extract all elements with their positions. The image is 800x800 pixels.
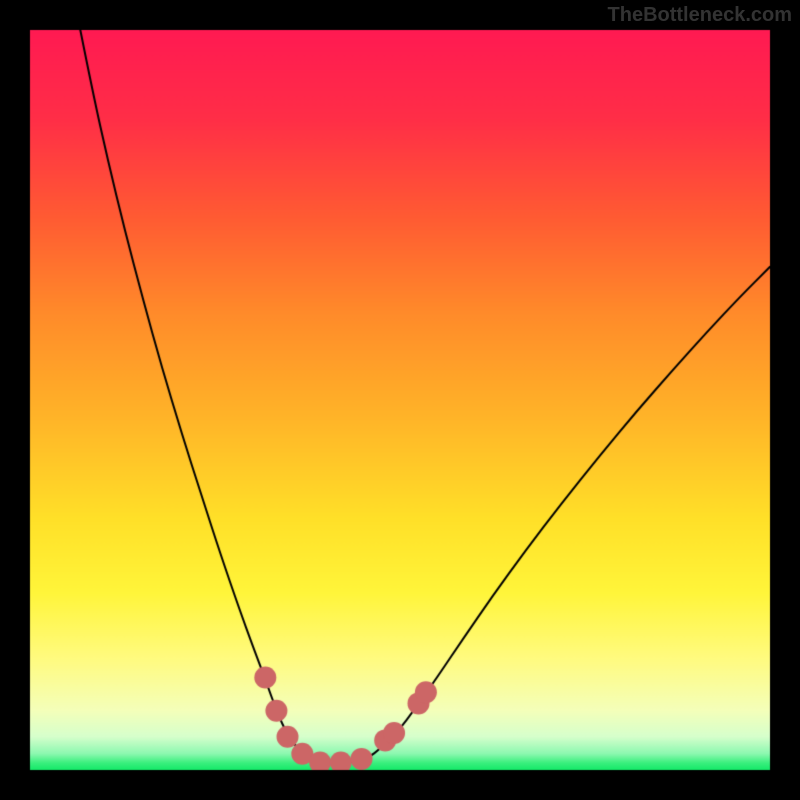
bottleneck-plot [0, 0, 800, 800]
chart-container: TheBottleneck.com [0, 0, 800, 800]
watermark-text: TheBottleneck.com [608, 4, 792, 27]
